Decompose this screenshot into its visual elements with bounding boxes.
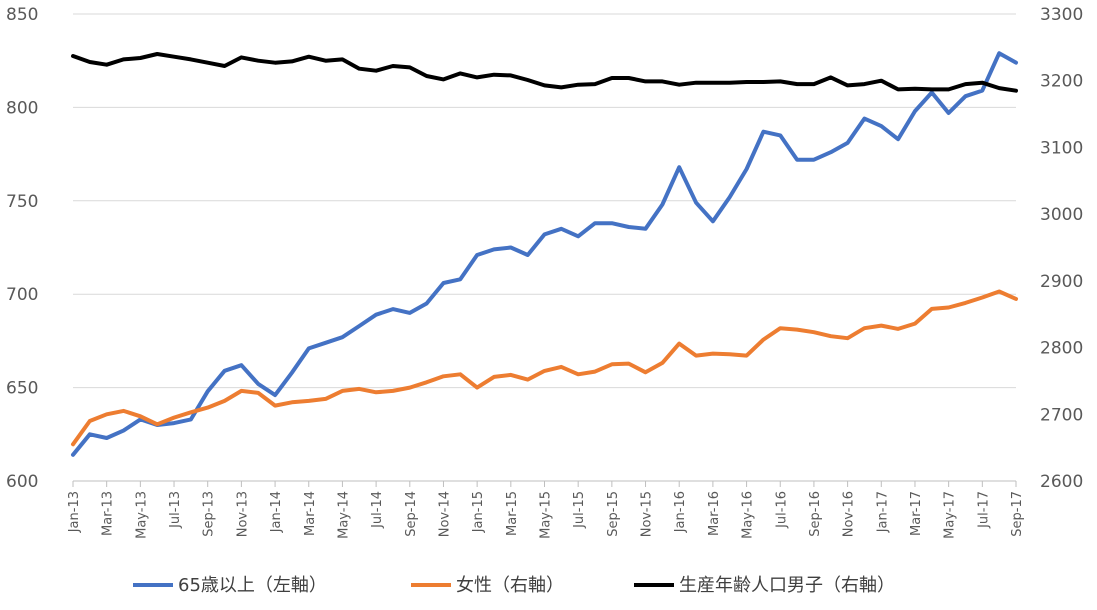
x-tick-label: Sep-17 xyxy=(1010,491,1025,537)
legend-label: 65歳以上（左軸） xyxy=(178,575,327,596)
x-tick-label: May-14 xyxy=(336,491,351,539)
x-tick-label: Jan-14 xyxy=(269,491,284,533)
x-tick-label: Nov-15 xyxy=(640,491,655,537)
right-tick-label: 2700 xyxy=(1040,405,1083,425)
x-tick-label: Jul-15 xyxy=(572,491,587,529)
x-tick-label: Jan-16 xyxy=(673,491,688,533)
left-tick-label: 750 xyxy=(6,192,38,212)
right-tick-label: 2900 xyxy=(1040,272,1083,292)
left-tick-label: 650 xyxy=(6,379,38,399)
left-tick-label: 600 xyxy=(6,472,38,492)
x-tick-label: Mar-17 xyxy=(909,491,924,536)
gridlines xyxy=(73,13,1016,389)
right-tick-label: 3300 xyxy=(1040,5,1083,25)
x-tick-label: Jul-13 xyxy=(168,491,183,529)
x-tick-label: Jul-14 xyxy=(370,491,385,529)
right-tick-label: 3200 xyxy=(1040,72,1083,92)
series-line-1 xyxy=(71,51,1018,457)
x-tick-label: Sep-16 xyxy=(808,491,823,537)
x-tick-label: Mar-13 xyxy=(101,491,116,536)
x-tick-label: Sep-15 xyxy=(606,491,621,537)
legend-label: 女性（右軸） xyxy=(456,575,564,596)
x-tick-label: Nov-13 xyxy=(235,491,250,537)
left-axis-ticks: 600 650 700 750 800 850 xyxy=(6,5,38,492)
legend: 65歳以上（左軸） 女性（右軸） 生産年齢人口男子（右軸） xyxy=(133,575,895,596)
series-layer xyxy=(71,51,1018,457)
x-tick-label: Sep-13 xyxy=(202,491,217,537)
legend-label: 生産年齢人口男子（右軸） xyxy=(679,575,895,596)
left-tick-label: 700 xyxy=(6,285,38,305)
right-tick-label: 2800 xyxy=(1040,339,1083,359)
x-tick-label: Jan-17 xyxy=(875,491,890,533)
right-tick-label: 3000 xyxy=(1040,205,1083,225)
x-tick-label: Jul-16 xyxy=(774,491,789,529)
left-tick-label: 850 xyxy=(6,5,38,25)
right-tick-label: 2600 xyxy=(1040,472,1083,492)
x-tick-label: May-15 xyxy=(539,491,554,539)
series-line-2 xyxy=(71,289,1018,447)
series-line-3 xyxy=(71,52,1018,93)
x-tick-label: Mar-14 xyxy=(303,491,318,536)
x-tick-label: Jan-13 xyxy=(67,491,82,533)
right-tick-label: 3100 xyxy=(1040,138,1083,158)
right-axis-ticks: 2600 2700 2800 2900 3000 3100 3200 3300 xyxy=(1040,5,1083,492)
x-tick-label: May-13 xyxy=(134,491,149,539)
x-tick-label: Nov-14 xyxy=(437,491,452,537)
x-tick-label: Nov-16 xyxy=(842,491,857,537)
x-axis: Jan-13 Mar-13 May-13 Jul-13 Sep-13 Nov-13 Jan-… xyxy=(67,480,1025,539)
x-tick-label: Mar-16 xyxy=(707,491,722,536)
x-tick-label: Jul-17 xyxy=(976,491,991,529)
x-tick-label: Jan-15 xyxy=(471,491,486,533)
x-tick-label: Mar-15 xyxy=(505,491,520,536)
x-tick-label: May-16 xyxy=(741,491,756,539)
x-tick-label: Sep-14 xyxy=(404,491,419,537)
x-tick-label: May-17 xyxy=(943,491,958,539)
left-tick-label: 800 xyxy=(6,98,38,118)
